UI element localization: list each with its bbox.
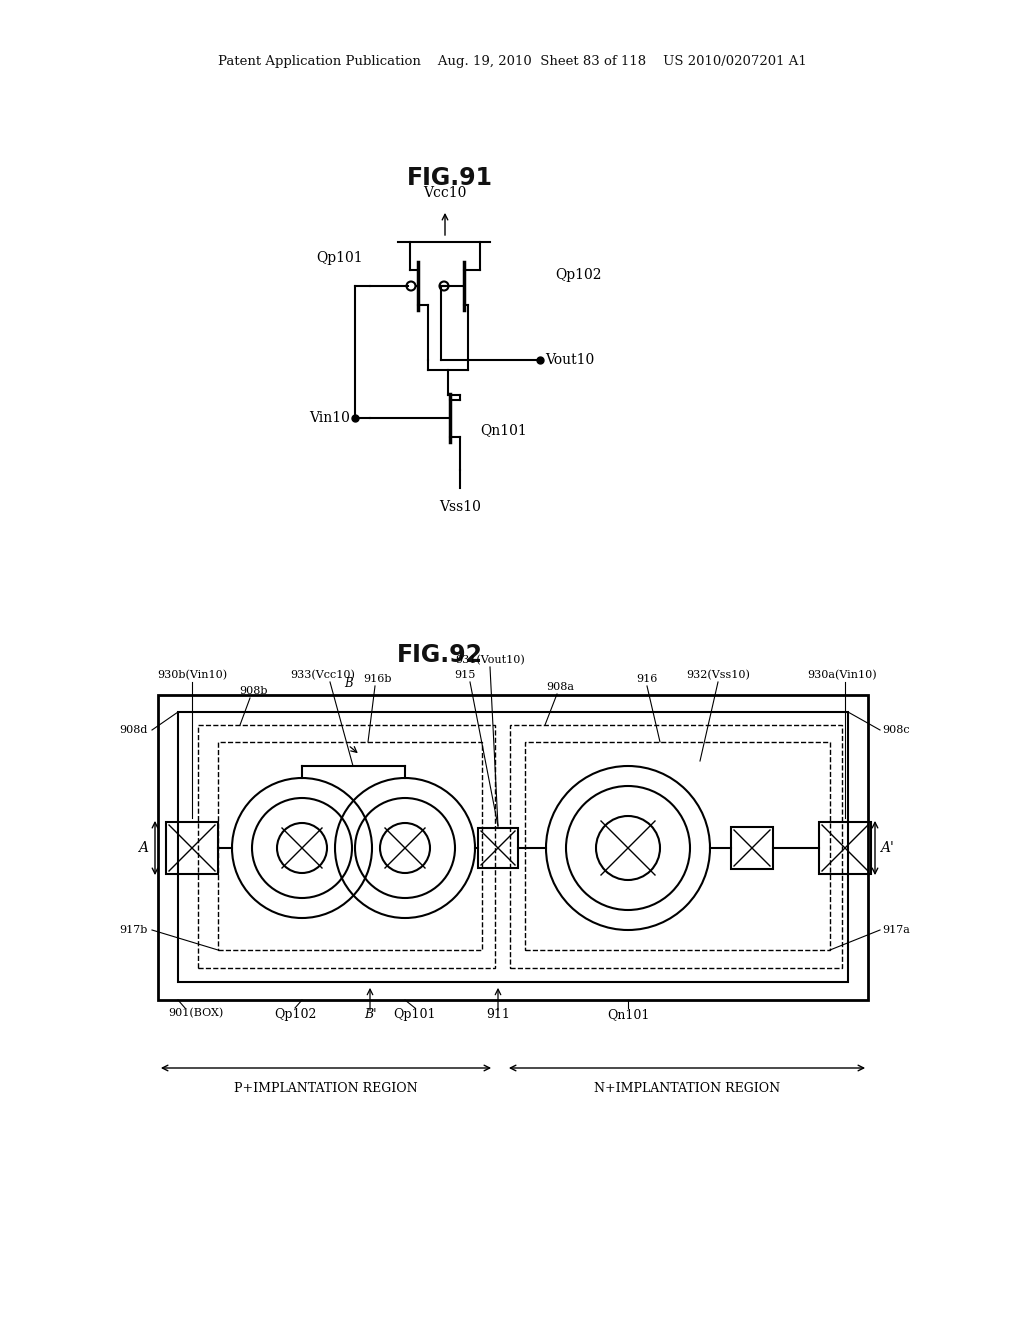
Text: Qp101: Qp101	[394, 1008, 436, 1020]
Text: P+IMPLANTATION REGION: P+IMPLANTATION REGION	[234, 1082, 418, 1096]
Text: B: B	[344, 677, 352, 690]
Text: 917b: 917b	[120, 925, 148, 935]
Text: A': A'	[880, 841, 894, 855]
Text: Vout10: Vout10	[545, 352, 594, 367]
Bar	[218, 742, 482, 950]
Text: 915: 915	[455, 671, 476, 680]
Text: Qn101: Qn101	[480, 422, 526, 437]
Text: B': B'	[364, 1008, 376, 1020]
Text: Vss10: Vss10	[439, 500, 481, 513]
Bar	[478, 828, 518, 869]
Bar	[158, 696, 868, 1001]
Text: 908d: 908d	[120, 725, 148, 735]
Text: 930a(Vin10): 930a(Vin10)	[807, 669, 877, 680]
Text: 908c: 908c	[882, 725, 909, 735]
Text: 916: 916	[636, 675, 657, 684]
Bar	[819, 822, 871, 874]
Text: Qp101: Qp101	[316, 251, 362, 265]
Text: 901(BOX): 901(BOX)	[168, 1008, 223, 1018]
Text: Vin10: Vin10	[309, 411, 350, 425]
Text: 917a: 917a	[882, 925, 910, 935]
Text: 931(Vout10): 931(Vout10)	[455, 655, 525, 665]
Text: Qp102: Qp102	[555, 268, 601, 282]
Bar	[166, 822, 218, 874]
Text: N+IMPLANTATION REGION: N+IMPLANTATION REGION	[594, 1082, 780, 1096]
Text: FIG.92: FIG.92	[397, 643, 483, 667]
Text: 911: 911	[486, 1008, 510, 1020]
Bar	[198, 725, 495, 968]
Text: A: A	[138, 841, 148, 855]
Text: Qp102: Qp102	[273, 1008, 316, 1020]
Text: 908a: 908a	[546, 682, 574, 692]
Text: 908b: 908b	[239, 686, 267, 696]
Text: 930b(Vin10): 930b(Vin10)	[157, 669, 227, 680]
Bar	[731, 828, 773, 869]
Text: 932(Vss10): 932(Vss10)	[686, 669, 750, 680]
Bar	[178, 711, 848, 982]
Text: 916b: 916b	[364, 675, 392, 684]
Text: 933(Vcc10): 933(Vcc10)	[291, 669, 355, 680]
Bar	[525, 742, 830, 950]
Text: FIG.91: FIG.91	[407, 166, 493, 190]
Text: Patent Application Publication    Aug. 19, 2010  Sheet 83 of 118    US 2010/0207: Patent Application Publication Aug. 19, …	[218, 55, 806, 69]
Bar	[510, 725, 842, 968]
Text: Qn101: Qn101	[607, 1008, 649, 1020]
Text: Vcc10: Vcc10	[423, 186, 467, 201]
